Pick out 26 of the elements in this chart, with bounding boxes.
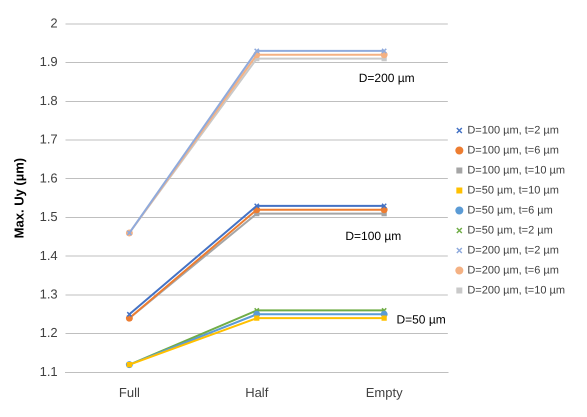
y-axis-title: Max. Uy (µm) — [11, 158, 26, 238]
annotation: D=200 µm — [358, 70, 415, 85]
legend-label: D=50 µm, t=6 µm — [467, 204, 553, 217]
legend-label: D=200 µm, t=10 µm — [467, 284, 566, 297]
x-tick-label: Empty — [366, 384, 404, 400]
y-tick-label: 1.1 — [40, 364, 58, 379]
y-tick-label: 1.6 — [40, 170, 58, 186]
legend-label: D=50 µm, t=10 µm — [467, 184, 559, 197]
x-tick-label: Full — [118, 384, 140, 400]
legend-label: D=100 µm, t=2 µm — [467, 124, 559, 137]
annotation: D=100 µm — [345, 228, 402, 243]
legend-label: D=50 µm, t=2 µm — [467, 224, 553, 237]
legend-label: D=100 µm, t=6 µm — [467, 144, 559, 157]
legend-label: D=200 µm, t=2 µm — [467, 244, 559, 257]
y-tick-label: 1.3 — [40, 286, 58, 302]
annotation: D=50 µm — [396, 312, 446, 326]
legend-label: D=100 µm, t=10 µm — [467, 164, 566, 177]
y-tick-label: 1.5 — [40, 209, 58, 224]
y-tick-label: 1.4 — [40, 248, 58, 263]
y-tick-label: 1.9 — [40, 54, 58, 70]
y-tick-label: 2 — [50, 15, 58, 30]
y-tick-label: 1.8 — [40, 92, 58, 108]
x-tick-label: Half — [245, 384, 269, 400]
y-tick-label: 1.2 — [40, 325, 58, 340]
legend-label: D=200 µm, t=6 µm — [467, 264, 559, 277]
y-tick-label: 1.7 — [40, 132, 58, 147]
